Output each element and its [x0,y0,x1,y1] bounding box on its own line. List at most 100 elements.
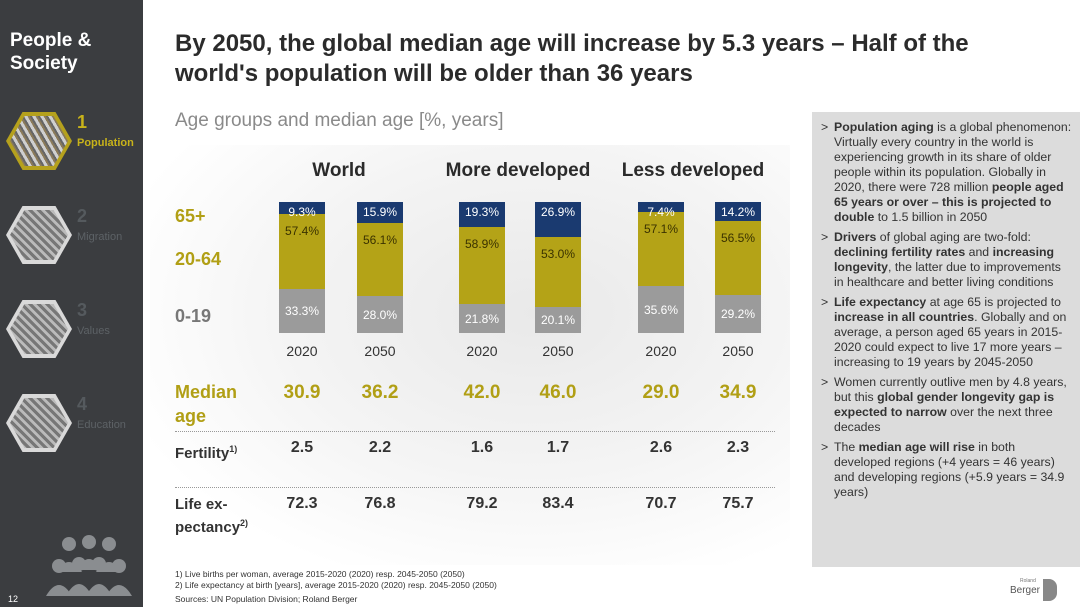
bar-data-label: 28.0% [362,307,398,322]
population-thumbnail-icon [6,112,72,170]
logo-small-text: Roland [1020,578,1036,584]
bar-data-label: 56.1% [362,232,398,247]
insight-bullet: Women currently outlive men by 4.8 years… [820,375,1072,435]
bar-segment-age-0-19 [357,296,403,333]
bar-data-label: 7.4% [647,204,675,219]
bar-segment-age-65-plus [279,202,325,215]
life-expectancy-value: 76.8 [364,495,396,512]
median-age-value: 36.2 [361,382,399,403]
bar-segment-age-20-64 [357,222,403,297]
fertility-label-text: Fertility [175,445,230,462]
median-age-value: 29.0 [642,382,680,403]
insight-bullet: Drivers of global aging are two-fold: de… [820,230,1072,290]
median-label-line2: age [175,406,207,426]
migration-thumbnail-icon [6,206,72,264]
key-insights-panel: Population aging is a global phenomenon:… [812,112,1080,567]
life-expectancy-value: 70.7 [645,495,677,512]
bar-segment-age-0-19 [535,306,581,333]
group-title-more-developed: More developed [445,160,591,181]
bar-segment-age-0-19 [638,286,684,333]
sidebar-item-values[interactable]: 3 Values [0,300,143,380]
bar-segment-age-20-64 [638,211,684,287]
fertility-value: 2.2 [368,439,392,456]
insight-bullet: Life expectancy at age 65 is projected t… [820,295,1072,370]
bar-segment-age-0-19 [279,289,325,333]
life-footnote-ref: 2) [240,518,249,528]
label-life-expectancy: Life ex- pectancy2) [175,496,248,537]
section-title: People & Society [10,30,92,74]
x-axis-year-label: 2020 [645,343,677,359]
life-expectancy-value: 79.2 [466,495,498,512]
sidebar-item-label: Values [77,325,110,337]
sources-note: Sources: UN Population Division; Roland … [175,594,358,604]
bar-segment-age-20-64 [459,227,505,305]
fertility-value: 2.6 [649,439,673,456]
bar-data-label: 53.0% [540,247,576,262]
bar-data-label: 58.9% [464,237,500,252]
fertility-value: 1.6 [470,439,494,456]
bar-data-label: 19.3% [464,205,500,219]
divider-line [175,487,775,488]
page-title: By 2050, the global median age will incr… [175,30,969,87]
bar-data-label: 14.2% [720,205,756,220]
bar-data-label: 20.1% [540,312,576,327]
footnote-2: 2) Life expectancy at birth [years], ave… [175,580,497,590]
x-axis-year-label: 2020 [466,343,498,359]
bar-segment-age-65-plus [715,202,761,221]
fertility-value: 2.3 [726,439,750,456]
median-age-value: 42.0 [463,382,501,403]
bar-segment-age-0-19 [459,304,505,333]
sidebar-item-number: 1 [77,112,88,132]
life-expectancy-value: 72.3 [286,495,318,512]
sidebar-item-label: Education [77,419,126,431]
bar-segment-age-0-19 [715,294,761,333]
bar-segment-age-65-plus [459,202,505,228]
bar-segment-age-20-64 [535,237,581,307]
bar-segment-age-20-64 [715,220,761,295]
median-age-value: 34.9 [719,382,757,403]
median-label-line1: Median [175,382,238,402]
sidebar-item-number: 2 [77,206,88,226]
label-median-age: Median age [175,380,237,428]
sidebar-item-migration[interactable]: 2 Migration [0,206,143,286]
fertility-value: 1.7 [546,439,570,456]
label-age-20-64: 20-64 [175,249,222,269]
sidebar-item-label: Migration [77,231,123,243]
bar-segment-age-20-64 [279,214,325,290]
bar-data-label: 56.5% [720,230,756,245]
life-label-line1: Life ex- [175,496,228,513]
bar-data-label: 57.1% [643,221,679,236]
bar-data-label: 29.2% [720,306,756,321]
bar-data-label: 9.3% [288,205,316,219]
group-title-world: World [312,160,366,181]
sidebar-item-number: 4 [77,394,88,414]
bar-data-label: 33.3% [284,304,320,319]
roland-berger-logo-mark [1043,579,1057,601]
x-axis-year-label: 2050 [364,343,396,359]
label-age-0-19: 0-19 [175,306,212,326]
bar-data-label: 35.6% [643,302,679,317]
divider-line [175,431,775,432]
bar-segment-age-65-plus [535,202,581,238]
x-axis-year-label: 2050 [722,343,754,359]
page-number: 12 [8,594,19,604]
sidebar: People & Society 1 Population 2 Migratio… [0,0,143,607]
life-expectancy-value: 75.7 [722,495,754,512]
page-subtitle: Age groups and median age [%, years] [175,110,504,131]
bar-segment-age-65-plus [638,201,684,212]
bar-data-label: 26.9% [540,205,576,219]
median-age-value: 46.0 [539,382,577,403]
sidebar-item-education[interactable]: 4 Education [0,394,143,474]
sidebar-item-number: 3 [77,300,88,320]
bar-data-label: 15.9% [362,205,398,219]
life-label-line2: pectancy [175,519,241,536]
group-title-less-developed: Less developed [621,160,765,181]
values-thumbnail-icon [6,300,72,358]
x-axis-year-label: 2020 [286,343,318,359]
insight-bullet: Population aging is a global phenomenon:… [820,120,1072,225]
people-group-icon [46,535,132,596]
median-age-value: 30.9 [283,382,321,403]
sidebar-item-population[interactable]: 1 Population [0,112,143,192]
life-expectancy-value: 83.4 [542,495,574,512]
education-thumbnail-icon [6,394,72,452]
